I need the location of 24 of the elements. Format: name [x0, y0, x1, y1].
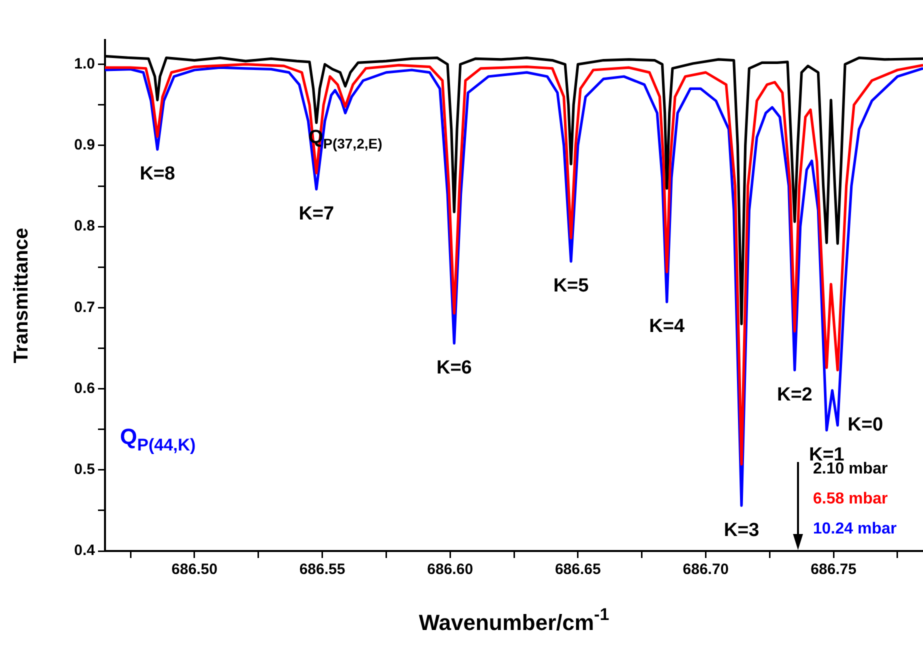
annotation: K=5 — [553, 276, 590, 297]
x-tick-label: 686.75 — [810, 561, 856, 578]
annotation: K=3 — [724, 520, 760, 541]
text: 10.24 mbar — [813, 520, 897, 538]
y-tick-label: 1.0 — [74, 55, 95, 72]
annotation: K=4 — [649, 316, 685, 338]
y-tick-label: 0.9 — [74, 136, 95, 154]
annotation: K=8 — [140, 164, 176, 185]
x-tick-label: 686.50 — [172, 561, 218, 578]
annotation: K=0 — [848, 414, 884, 436]
y-tick-label: 0.5 — [74, 461, 95, 478]
x-tick-label: 686.60 — [427, 561, 474, 578]
x-tick-label: 686.70 — [682, 561, 729, 578]
annotation: K=2 — [776, 384, 812, 406]
y-tick-label: 0.7 — [74, 298, 95, 316]
x-tick-label: 686.65 — [554, 561, 601, 578]
text: 6.58 mbar — [813, 490, 888, 508]
annotation: K=6 — [436, 358, 472, 379]
y-axis-title: Transmittance — [10, 228, 33, 364]
y-tick-label: 0.4 — [74, 542, 96, 560]
y-tick-label: 0.6 — [74, 380, 95, 397]
y-tick-label: 0.8 — [74, 218, 95, 235]
annotation: K=7 — [298, 203, 334, 224]
x-tick-label: 686.55 — [299, 561, 346, 578]
